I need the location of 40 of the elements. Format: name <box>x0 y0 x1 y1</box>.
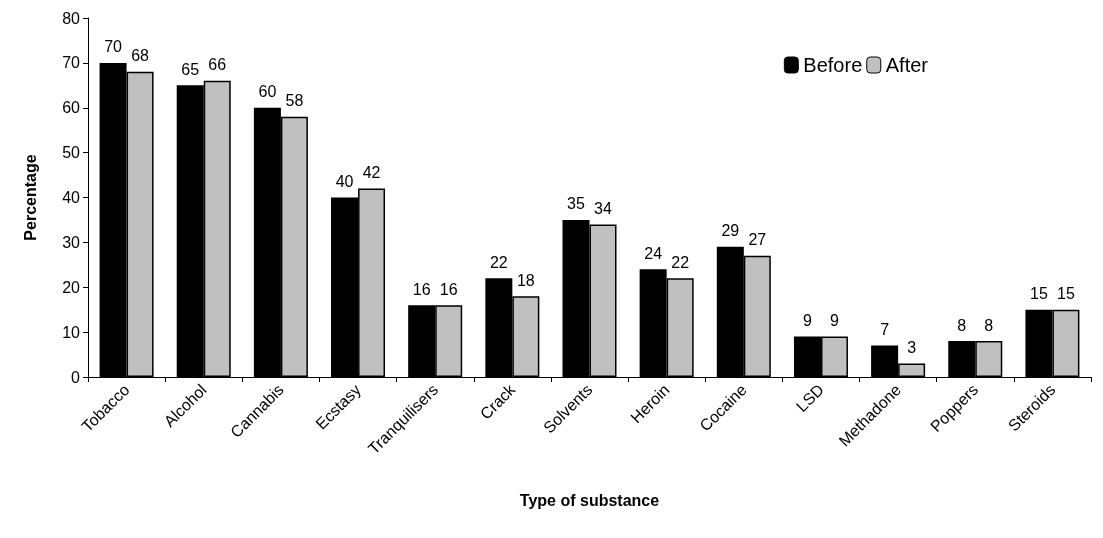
y-tick-label: 30 <box>62 233 81 251</box>
data-label: 60 <box>258 83 277 101</box>
data-label: 18 <box>516 271 535 289</box>
data-label: 15 <box>1057 285 1075 303</box>
data-label: 42 <box>362 164 381 182</box>
data-label: 65 <box>181 60 200 78</box>
y-tick-label: 0 <box>71 368 81 386</box>
legend-label: Before <box>803 54 863 76</box>
legend-label: After <box>885 54 929 76</box>
data-label: 9 <box>830 312 840 330</box>
data-label: 15 <box>1030 285 1048 303</box>
data-label: 7 <box>880 321 890 339</box>
y-tick-label: 80 <box>62 9 81 27</box>
data-label: 22 <box>489 253 508 271</box>
data-label: 16 <box>412 280 431 298</box>
y-tick-label: 70 <box>62 54 81 72</box>
data-label: 9 <box>803 312 813 330</box>
y-tick-label: 50 <box>62 144 81 162</box>
data-label: 58 <box>285 92 304 110</box>
x-axis-title: Type of substance <box>519 491 660 509</box>
y-axis-title: Percentage <box>21 154 39 241</box>
data-label: 66 <box>208 56 227 74</box>
data-label: 35 <box>567 195 585 213</box>
data-label: 70 <box>104 38 123 56</box>
y-tick-label: 40 <box>62 189 81 206</box>
y-tick-label: 60 <box>62 99 81 117</box>
data-label: 22 <box>671 253 690 271</box>
data-label: 16 <box>439 280 458 298</box>
data-label: 8 <box>957 316 967 334</box>
data-label: 40 <box>335 173 354 190</box>
y-tick-label: 10 <box>62 323 81 341</box>
data-label: 68 <box>131 47 150 65</box>
data-label: 34 <box>594 199 612 217</box>
data-label: 27 <box>748 231 767 249</box>
y-tick-label: 20 <box>62 278 81 296</box>
x-tick-label: LSD <box>792 380 827 416</box>
data-label: 29 <box>721 222 740 240</box>
data-label: 24 <box>644 244 663 262</box>
data-label: 3 <box>907 339 917 357</box>
data-label: 8 <box>984 316 994 334</box>
